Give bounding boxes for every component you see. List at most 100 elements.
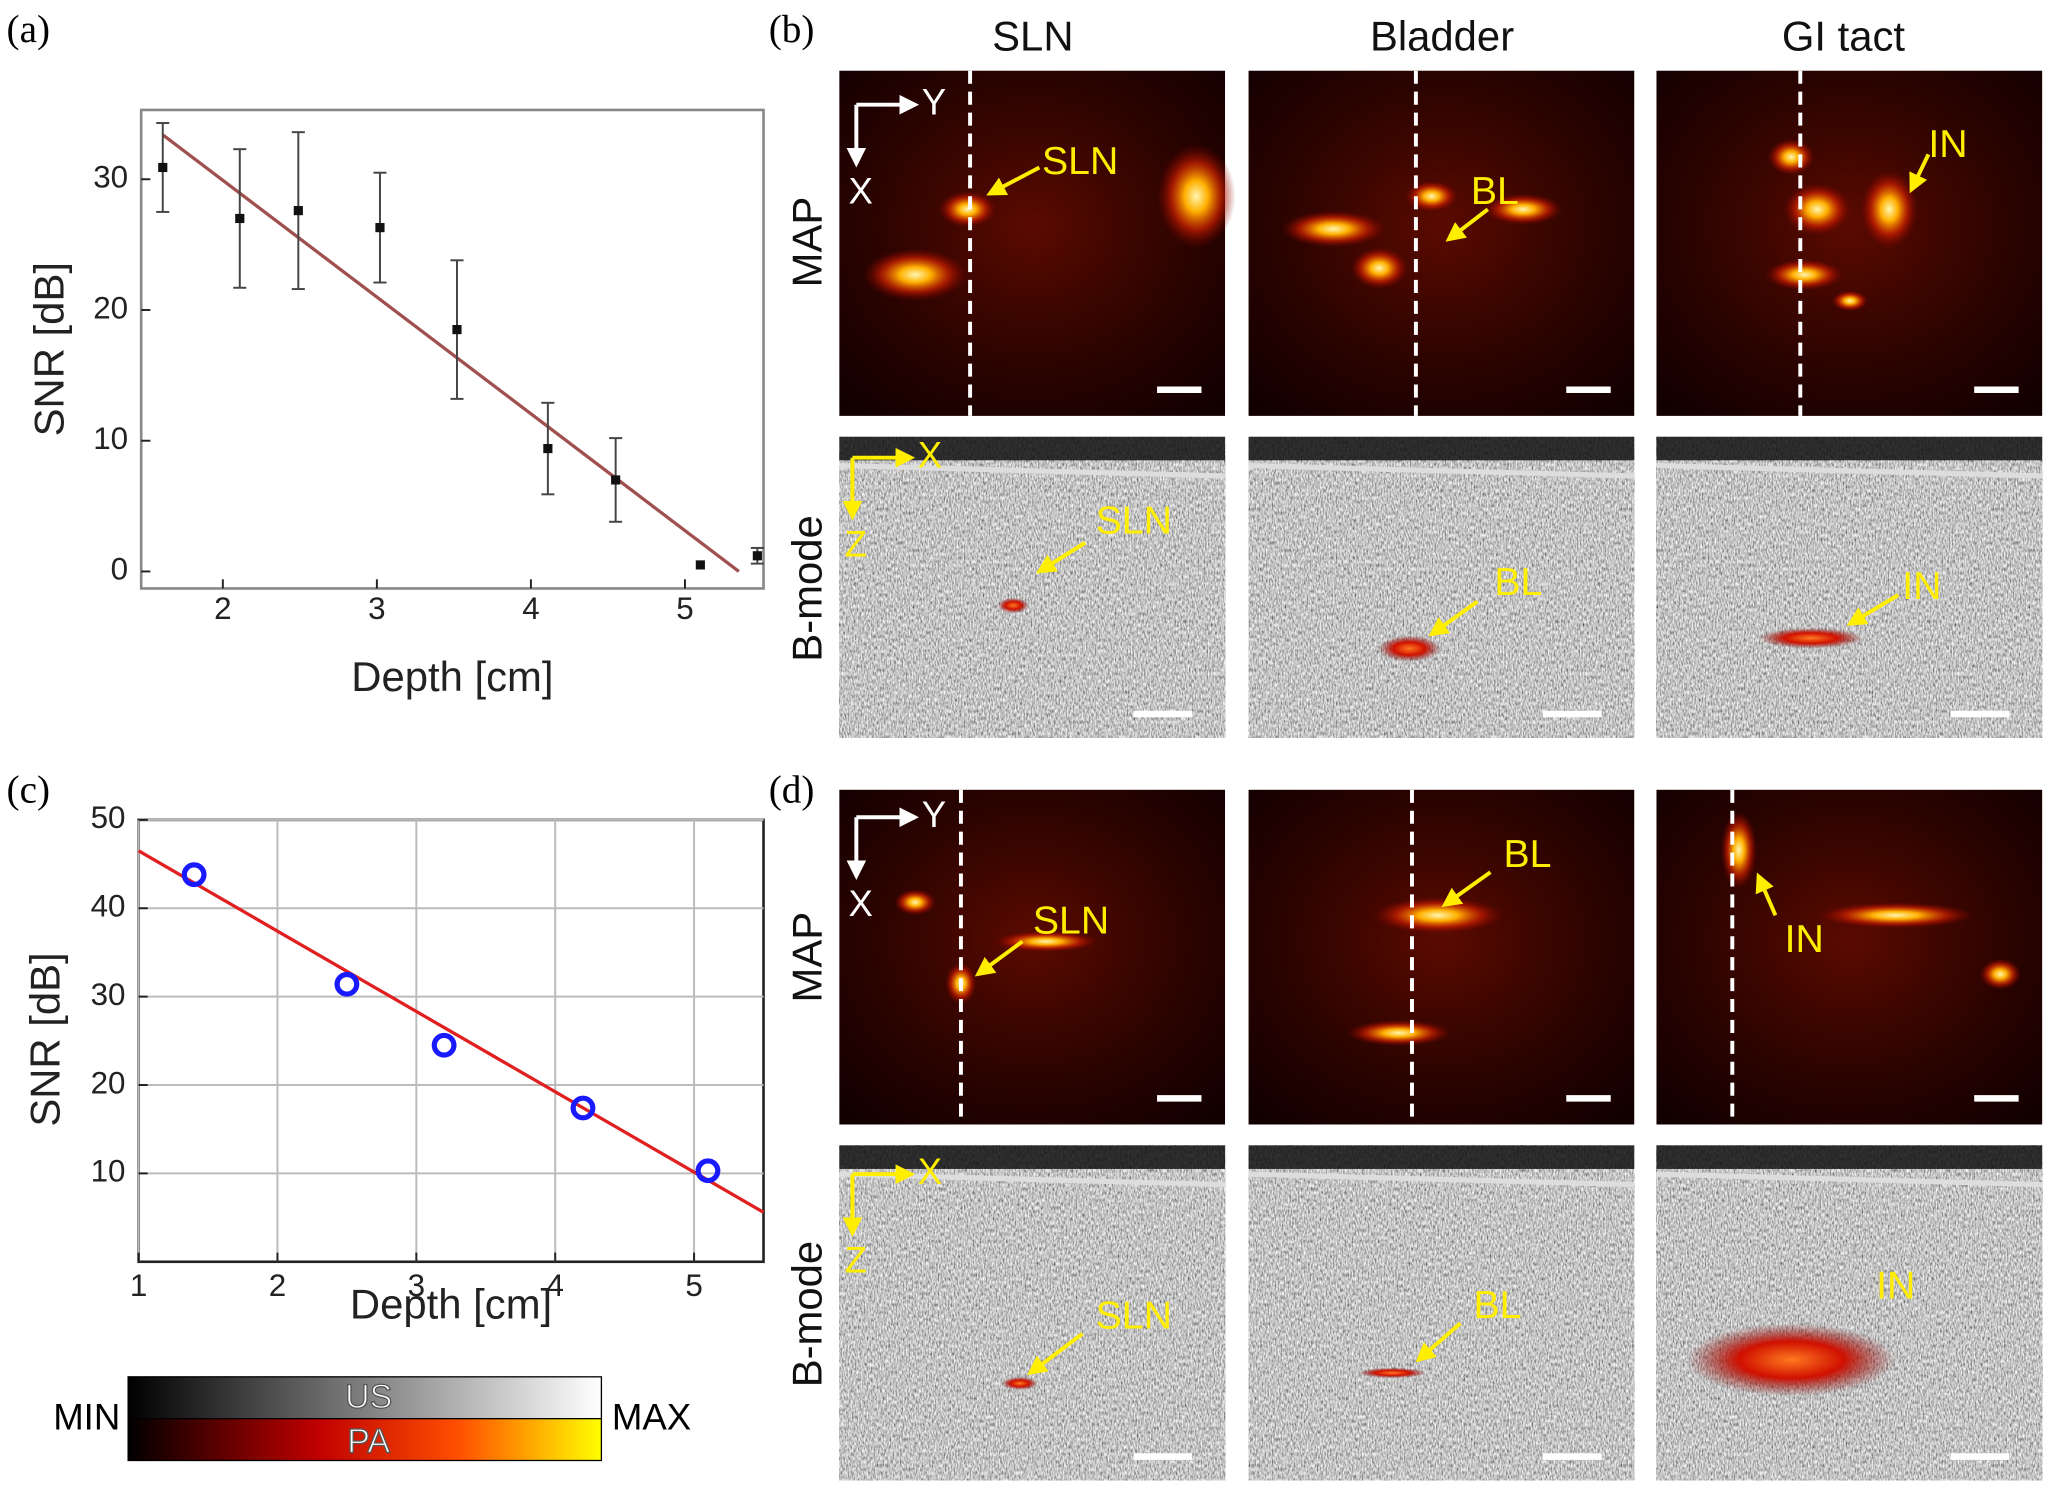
- annotation-arrow: [1441, 870, 1492, 908]
- pa-overlay: [1001, 1376, 1039, 1390]
- data-point: [611, 475, 621, 485]
- annotation: SLN: [1096, 498, 1172, 542]
- column-header: GI tact: [1782, 12, 1906, 59]
- colorbar-us: US: [345, 1378, 392, 1416]
- map-image: [1248, 789, 1635, 1125]
- colorbar-max: MAX: [612, 1397, 691, 1438]
- annotation: IN: [1876, 1263, 1915, 1307]
- x-tick-label: 1: [130, 1268, 147, 1303]
- x-tick-label: 5: [676, 591, 693, 626]
- panel-label: (a): [7, 8, 51, 51]
- signal-glow: [1157, 143, 1236, 249]
- pa-overlay: [1758, 627, 1864, 649]
- annotation-arrow: [986, 165, 1041, 196]
- data-point: [235, 213, 245, 224]
- row-label: B-mode: [784, 515, 831, 661]
- signal-glow: [1860, 170, 1918, 249]
- signal-glow: [1720, 810, 1758, 890]
- y-tick-label: 0: [111, 552, 128, 587]
- bmode-image: [1248, 436, 1635, 738]
- data-point: [695, 1158, 721, 1184]
- map-image: [1656, 789, 2043, 1125]
- data-point: [293, 206, 303, 216]
- signal-glow: [1767, 138, 1815, 176]
- skin-line: [1656, 462, 2043, 479]
- signal-glow: [1979, 958, 2022, 990]
- y-tick-label: 40: [91, 889, 126, 924]
- data-point: [695, 560, 705, 570]
- axis-glyph-label: X: [849, 883, 873, 924]
- bmode-top: [1656, 1145, 2043, 1169]
- x-axis-label: Depth [cm]: [350, 1281, 552, 1328]
- y-tick-label: 20: [91, 1065, 126, 1100]
- panel-label: (c): [7, 769, 51, 812]
- signal-glow: [1405, 180, 1458, 212]
- data-point: [375, 223, 385, 233]
- axis-glyph-label: Y: [922, 81, 946, 122]
- y-tick-label: 50: [91, 800, 126, 835]
- annotation: IN: [1785, 917, 1824, 961]
- bmode-image: [1248, 1145, 1635, 1481]
- map-image: [1656, 70, 2043, 416]
- x-tick-label: 4: [522, 591, 539, 626]
- fit-line: [161, 133, 740, 573]
- axis-glyph-label: X: [918, 1151, 942, 1192]
- y-axis-label: SNR [dB]: [21, 952, 68, 1126]
- signal-glow: [938, 191, 997, 228]
- annotation-arrow: [1846, 593, 1900, 626]
- annotation: IN: [1902, 564, 1941, 608]
- colorbar-min: MIN: [53, 1397, 120, 1438]
- annotation: BL: [1494, 560, 1542, 604]
- data-point: [158, 162, 168, 173]
- annotation-arrow: [1755, 872, 1778, 917]
- skin-line: [1656, 1171, 2043, 1188]
- signal-glow: [862, 248, 968, 301]
- signal-glow: [1764, 258, 1844, 291]
- signal-glow: [1483, 193, 1563, 226]
- bmode-image: [1656, 436, 2043, 738]
- x-tick-label: 3: [368, 591, 385, 626]
- x-axis-label: Depth [cm]: [351, 653, 553, 700]
- pa-overlay: [997, 597, 1029, 614]
- x-tick-label: 2: [269, 1268, 286, 1303]
- pa-overlay: [1686, 1323, 1896, 1397]
- bmode-top: [1248, 1145, 1635, 1169]
- annotation-arrow: [1036, 541, 1087, 574]
- axis-glyph-label: Z: [845, 1240, 867, 1281]
- annotation: BL: [1471, 169, 1519, 213]
- axis-glyph-label: Z: [845, 523, 867, 564]
- y-tick-label: 20: [93, 290, 128, 325]
- bmode-top: [1248, 436, 1635, 461]
- data-point: [431, 1032, 457, 1058]
- annotation-arrow: [1445, 207, 1490, 242]
- column-header: SLN: [992, 12, 1073, 59]
- pa-overlay: [1377, 635, 1441, 662]
- data-point: [452, 325, 462, 335]
- signal-glow: [1817, 902, 1975, 929]
- signal-glow: [894, 889, 937, 916]
- panel-label: (b): [769, 8, 815, 51]
- map-image: [839, 70, 1226, 416]
- annotation-arrow: [1415, 1321, 1462, 1363]
- x-tick-label: 2: [214, 591, 231, 626]
- colorbar-pa: PA: [347, 1422, 390, 1460]
- annotation-arrow: [974, 939, 1024, 977]
- data-point: [181, 862, 207, 888]
- y-axis-label: SNR [dB]: [25, 262, 72, 436]
- signal-glow: [1783, 183, 1852, 236]
- pa-colorbar: [127, 1418, 603, 1462]
- y-tick-label: 10: [93, 421, 128, 456]
- pa-overlay: [1358, 1367, 1427, 1379]
- signal-glow: [1281, 210, 1386, 248]
- annotation: SLN: [1096, 1293, 1172, 1337]
- axis-glyph-label: X: [918, 434, 942, 475]
- skin-line: [1248, 1171, 1635, 1188]
- annotation-arrow: [1027, 1332, 1084, 1376]
- x-tick-label: 4: [546, 1268, 563, 1303]
- column-header: Bladder: [1370, 12, 1514, 59]
- y-tick-label: 30: [93, 160, 128, 195]
- plot-area: [139, 108, 765, 590]
- skin-line: [1248, 462, 1635, 479]
